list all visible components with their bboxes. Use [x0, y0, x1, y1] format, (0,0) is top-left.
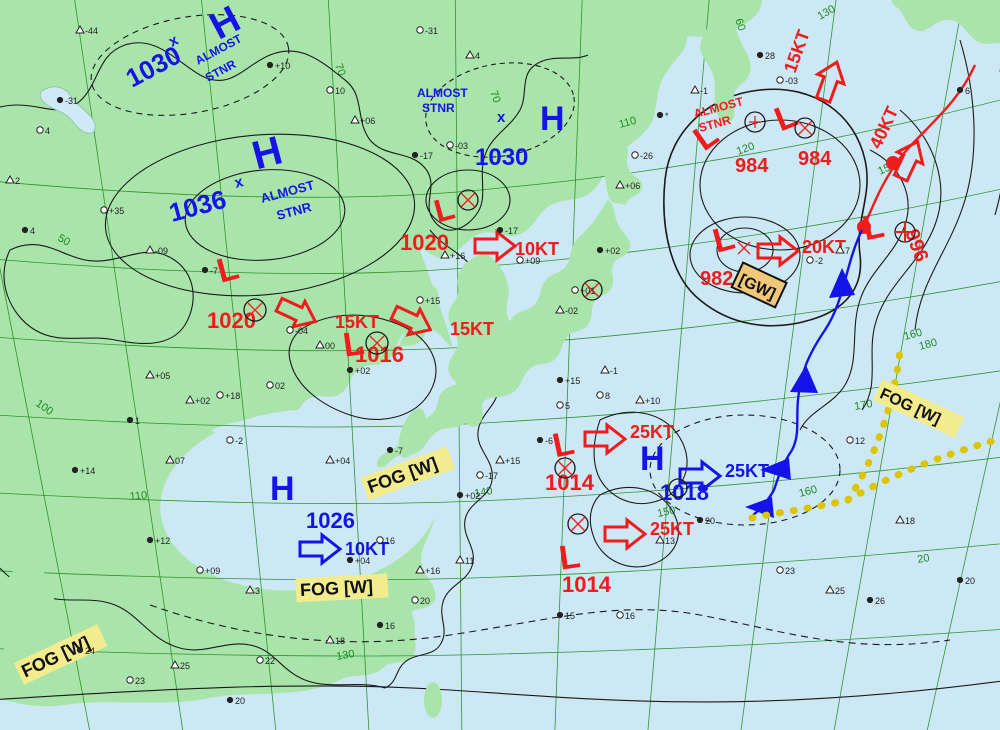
svg-text:+14: +14	[80, 466, 95, 476]
svg-text:1020: 1020	[400, 230, 449, 255]
svg-text:+15: +15	[565, 376, 580, 386]
svg-text:1026: 1026	[306, 508, 355, 533]
svg-text:-17: -17	[420, 151, 433, 161]
svg-text:22: 22	[265, 656, 275, 666]
svg-text:20: 20	[235, 696, 245, 706]
svg-text:7: 7	[845, 246, 850, 256]
svg-text:20: 20	[420, 596, 430, 606]
svg-text:+09: +09	[525, 256, 540, 266]
svg-text:*: *	[665, 111, 669, 121]
svg-text:+10: +10	[275, 61, 290, 71]
svg-text:+01: +01	[580, 286, 595, 296]
svg-text:4: 4	[475, 51, 480, 61]
svg-text:+02: +02	[355, 366, 370, 376]
svg-text:x: x	[497, 109, 506, 126]
svg-text:4: 4	[30, 226, 35, 236]
svg-text:+16: +16	[450, 251, 465, 261]
svg-text:-7: -7	[210, 266, 218, 276]
svg-text:23: 23	[135, 676, 145, 686]
svg-text:+18: +18	[225, 391, 240, 401]
svg-text:-31: -31	[65, 96, 78, 106]
svg-text:1030: 1030	[475, 144, 528, 171]
svg-text:-6: -6	[545, 436, 553, 446]
svg-text:ALMOST: ALMOST	[417, 86, 468, 100]
svg-text:20: 20	[916, 552, 930, 566]
svg-text:15KT: 15KT	[450, 319, 494, 339]
svg-text:00: 00	[325, 341, 335, 351]
svg-text:1: 1	[135, 416, 140, 426]
svg-text:-17: -17	[485, 471, 498, 481]
svg-text:-7: -7	[395, 446, 403, 456]
svg-text:02: 02	[275, 381, 285, 391]
svg-text:15: 15	[565, 611, 575, 621]
svg-text:18: 18	[335, 636, 345, 646]
svg-text:STNR: STNR	[422, 101, 455, 115]
svg-text:20: 20	[705, 516, 715, 526]
svg-text:6: 6	[965, 86, 970, 96]
svg-text:11: 11	[465, 556, 474, 566]
svg-text:H: H	[270, 470, 295, 508]
svg-text:+06: +06	[360, 116, 375, 126]
svg-text:26: 26	[875, 596, 885, 606]
svg-text:24: 24	[85, 646, 95, 656]
svg-text:+16: +16	[425, 566, 440, 576]
svg-text:+35: +35	[109, 206, 124, 216]
svg-text:-1: -1	[610, 366, 618, 376]
svg-text:FOG [W]: FOG [W]	[300, 576, 374, 600]
svg-text:-04: -04	[295, 326, 308, 336]
svg-text:13: 13	[665, 536, 675, 546]
svg-text:H: H	[640, 440, 665, 478]
svg-text:+06: +06	[625, 181, 640, 191]
svg-text:+09: +09	[205, 566, 220, 576]
svg-text:07: 07	[175, 456, 185, 466]
svg-text:-26: -26	[640, 151, 653, 161]
svg-text:-44: -44	[85, 26, 98, 36]
svg-text:+02: +02	[195, 396, 210, 406]
svg-text:-09: -09	[155, 246, 168, 256]
svg-text:-17: -17	[505, 226, 518, 236]
svg-text:+02: +02	[465, 491, 480, 501]
svg-text:-2: -2	[235, 436, 243, 446]
svg-text:25KT: 25KT	[725, 461, 769, 481]
svg-text:H: H	[540, 100, 565, 138]
svg-text:16: 16	[385, 621, 395, 631]
svg-text:-02: -02	[565, 306, 578, 316]
svg-text:+15: +15	[505, 456, 520, 466]
svg-text:2: 2	[15, 176, 20, 186]
svg-text:-31: -31	[425, 26, 438, 36]
svg-text:-03: -03	[455, 141, 468, 151]
svg-text:8: 8	[605, 391, 610, 401]
svg-text:1020: 1020	[207, 308, 256, 333]
svg-text:-1: -1	[700, 86, 708, 96]
svg-text:1014: 1014	[562, 572, 612, 597]
svg-text:+12: +12	[155, 536, 170, 546]
svg-text:3: 3	[255, 586, 260, 596]
svg-text:20: 20	[965, 576, 975, 586]
svg-text:110: 110	[129, 490, 148, 503]
svg-text:25: 25	[180, 661, 190, 671]
svg-text:-03: -03	[785, 76, 798, 86]
svg-text:+10: +10	[645, 396, 660, 406]
svg-text:984: 984	[798, 148, 832, 170]
svg-text:12: 12	[855, 436, 865, 446]
svg-text:25KT: 25KT	[630, 422, 674, 442]
svg-text:+04: +04	[355, 556, 370, 566]
svg-text:25: 25	[835, 586, 845, 596]
svg-text:-2: -2	[815, 256, 823, 266]
svg-text:982: 982	[700, 268, 733, 290]
svg-text:28: 28	[765, 51, 775, 61]
svg-text:+05: +05	[155, 371, 170, 381]
svg-text:+02: +02	[605, 246, 620, 256]
svg-text:10: 10	[335, 86, 345, 96]
svg-text:5: 5	[565, 401, 570, 411]
svg-text:23: 23	[785, 566, 795, 576]
svg-text:16: 16	[625, 611, 635, 621]
svg-text:4: 4	[45, 126, 50, 136]
svg-text:18: 18	[905, 516, 915, 526]
svg-text:16: 16	[385, 536, 395, 546]
svg-text:+04: +04	[335, 456, 350, 466]
svg-text:+15: +15	[425, 296, 440, 306]
svg-text:984: 984	[735, 155, 769, 177]
